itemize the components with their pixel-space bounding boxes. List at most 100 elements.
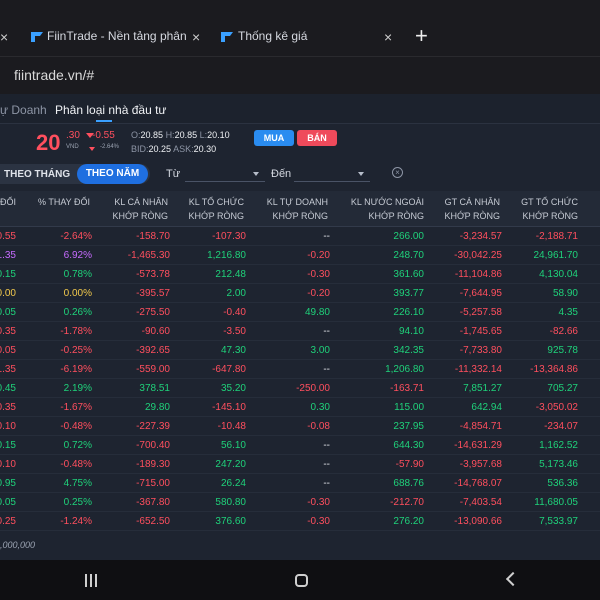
table-cell: 0.72% [63,440,92,451]
active-tab-indicator [96,120,112,122]
table-cell: -90.60 [141,326,170,337]
table-cell: 5,173.46 [539,459,578,470]
table-cell: -652.50 [136,516,170,527]
table-cell: -2.64% [60,231,92,242]
column-header[interactable]: GT CÁ NHÂN KHỚP RÒNG [444,197,500,221]
close-tab-icon[interactable]: × [384,29,393,45]
table-cell: -107.30 [212,231,246,242]
table-cell: 0.55 [0,231,16,242]
table-cell: 0.45 [0,383,16,394]
column-header[interactable]: ĐỔI [0,197,17,207]
table-cell: -700.40 [136,440,170,451]
table-row[interactable]: 0.15 0.72% -700.40 56.10 -- 644.30 -14,631.29 1… [0,436,600,455]
table-cell: 0.10 [0,421,16,432]
browser-tab-active[interactable]: Thống kê giá × [212,22,407,54]
table-cell: -4,854.71 [459,421,502,432]
table-row[interactable]: 0.25 -1.24% -652.50 376.60 -0.30 276.20 -13,09… [0,512,600,531]
table-cell: -395.57 [136,288,170,299]
table-cell: 1.35 [0,364,16,375]
table-cell: 35.20 [220,383,246,394]
table-cell: 115.00 [394,402,424,413]
table-row[interactable]: 0.55 -2.64% -158.70 -107.30 -- 266.00 -3,234.5… [0,227,600,246]
back-icon[interactable] [505,571,521,587]
buy-button[interactable]: MUA [254,130,294,146]
table-row[interactable]: 1.35 -6.19% -559.00 -647.80 -- 1,206.80 -11,33… [0,360,600,379]
column-header[interactable]: KL TỔ CHỨC KHỚP RÒNG [188,197,244,221]
table-cell: 378.51 [139,383,170,394]
table-row[interactable]: 0.35 -1.78% -90.60 -3.50 -- 94.10 -1,745.65 -82… [0,322,600,341]
table-row[interactable]: 0.15 0.78% -573.78 212.48 -0.30 361.60 -11,104… [0,265,600,284]
to-date-picker[interactable] [294,166,370,182]
table-cell: 2.00 [226,288,246,299]
address-bar[interactable]: fiintrade.vn/# [0,56,600,94]
table-cell: 1,162.52 [539,440,578,451]
close-tab-icon[interactable]: × [192,29,201,45]
by-year-toggle[interactable]: THEO NĂM [77,164,148,184]
fiintrade-logo-icon [30,31,44,43]
table-cell: -14,631.29 [454,440,502,451]
table-cell: 705.27 [547,383,578,394]
table-row[interactable]: 0.95 4.75% -715.00 26.24 -- 688.76 -14,768.07 5… [0,474,600,493]
table-cell: -- [323,231,330,242]
table-cell: 6.92% [63,250,92,261]
table-cell: 266.00 [393,231,424,242]
table-cell: 11,680.05 [534,497,578,508]
table-cell: 0.05 [0,497,16,508]
table-cell: -2,188.71 [535,231,578,242]
table-row[interactable]: 1.35 6.92% -1,465.30 1,216.80 -0.20 248.70 -30… [0,246,600,265]
browser-tab[interactable]: FiinTrade - Nền tảng phân tích × [20,22,210,54]
table-cell: -5,257.58 [459,307,502,318]
table-cell: -13,364.86 [530,364,578,375]
column-header[interactable]: % THAY ĐỔI [37,197,90,207]
table-cell: 26.24 [220,478,246,489]
subnav-item-tu-doanh[interactable]: ự Doanh [0,103,47,117]
from-label: Từ [166,168,181,180]
table-cell: 0.35 [0,326,16,337]
clear-icon[interactable]: × [392,167,403,178]
table-row[interactable]: 0.10 -0.48% -189.30 247.20 -- -57.90 -3,957.68… [0,455,600,474]
table-row[interactable]: 0.05 0.26% -275.50 -0.40 49.80 226.10 -5,257.5… [0,303,600,322]
column-header[interactable]: KL NƯỚC NGOÀI KHỚP RÒNG [350,197,424,221]
sell-button[interactable]: BÁN [297,130,337,146]
browser-tab-bar: × FiinTrade - Nền tảng phân tích × Thống… [0,0,600,56]
table-row[interactable]: 0.45 2.19% 378.51 35.20 -250.00 -163.71 7,851.… [0,379,600,398]
table-cell: -10.48 [217,421,246,432]
table-header: ĐỔI % THAY ĐỔI KL CÁ NHÂN KHỚP RÒNG KL T… [0,191,600,227]
column-header[interactable]: GT TỔ CHỨC KHỚP RÒNG [521,197,578,221]
from-date-picker[interactable] [185,166,265,182]
table-cell: -11,332.14 [454,364,502,375]
subnav-item-phan-loai[interactable]: Phân loại nhà đầu tư [55,103,167,117]
table-row[interactable]: 0.35 -1.67% 29.80 -145.10 0.30 115.00 642.94 -3… [0,398,600,417]
table-cell: -30,042.25 [454,250,502,261]
table-row[interactable]: 0.00 0.00% -395.57 2.00 -0.20 393.77 -7,644.95… [0,284,600,303]
table-cell: 0.26% [63,307,92,318]
table-cell: -1.24% [60,516,92,527]
table-cell: 1.35 [0,250,16,261]
recents-icon[interactable] [85,574,97,587]
table-cell: 0.25 [0,516,16,527]
table-row[interactable]: 0.05 -0.25% -392.65 47.30 3.00 342.35 -7,733.8… [0,341,600,360]
table-cell: -0.30 [307,269,330,280]
table-cell: 393.77 [393,288,424,299]
close-tab-icon[interactable]: × [0,29,9,45]
table-cell: -234.07 [544,421,578,432]
table-cell: -- [323,440,330,451]
tab-title: FiinTrade - Nền tảng phân tích [47,29,187,43]
down-arrow-icon [89,147,95,151]
table-cell: -7,644.95 [459,288,502,299]
table-cell: -0.25% [60,345,92,356]
table-row[interactable]: 0.10 -0.48% -227.39 -10.48 -0.08 237.95 -4,854… [0,417,600,436]
table-cell: -3,234.57 [459,231,502,242]
table-cell: -- [323,478,330,489]
table-cell: -- [323,364,330,375]
column-header[interactable]: KL TỰ DOANH KHỚP RÒNG [266,197,328,221]
by-month-toggle[interactable]: THEO THÁNG [4,169,71,180]
price-change-pct: -2.64% [100,144,120,150]
table-cell: 536.36 [547,478,578,489]
home-icon[interactable] [295,574,308,587]
table-cell: -7,733.80 [459,345,502,356]
new-tab-button[interactable]: + [415,23,428,48]
url-text[interactable]: fiintrade.vn/# [14,67,95,83]
column-header[interactable]: KL CÁ NHÂN KHỚP RÒNG [112,197,168,221]
table-row[interactable]: 0.05 0.25% -367.80 580.80 -0.30 -212.70 -7,403… [0,493,600,512]
